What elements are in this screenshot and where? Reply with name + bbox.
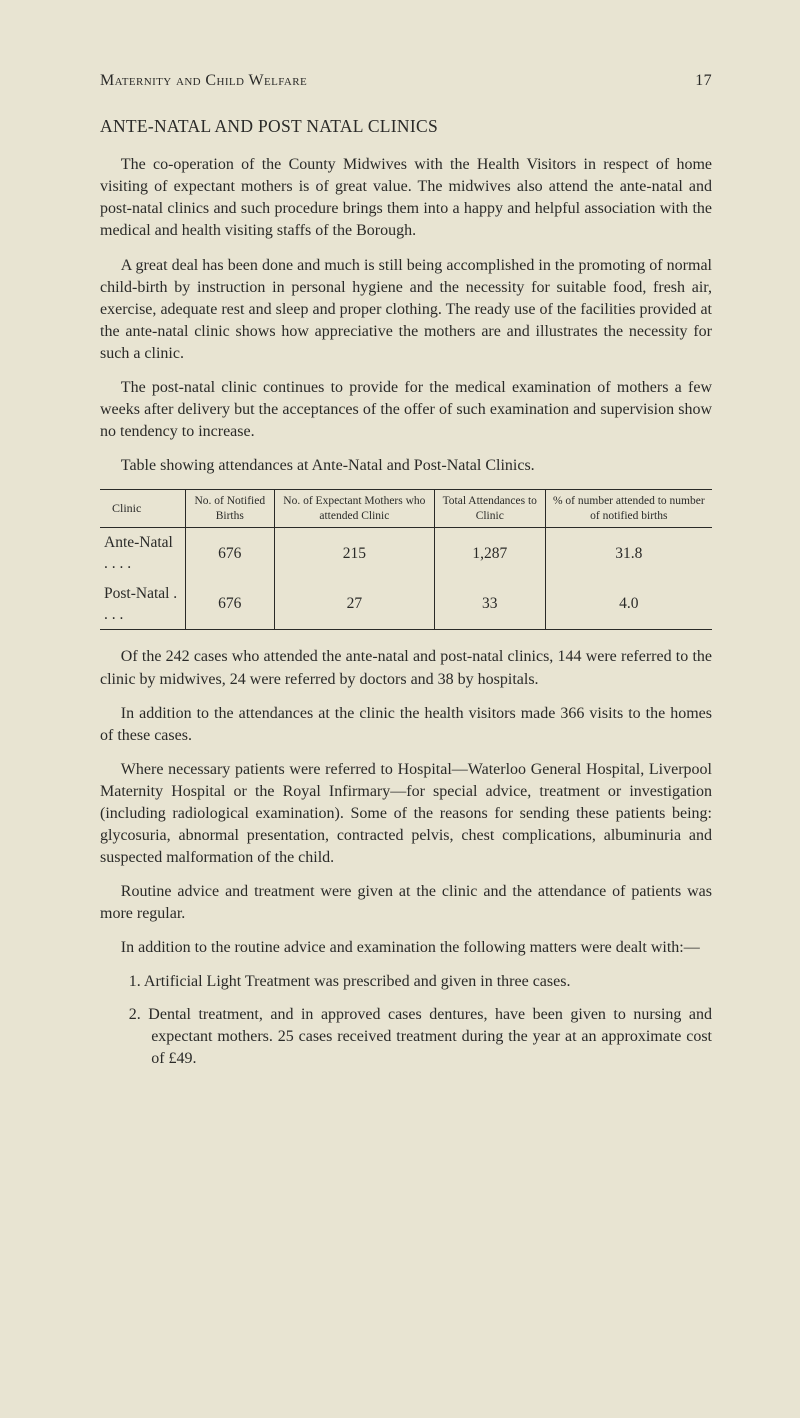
cell-value: 4.0: [545, 579, 712, 630]
col-total-attendances: Total Attendances to Clinic: [434, 490, 545, 528]
paragraph: The post-natal clinic continues to provi…: [100, 377, 712, 443]
cell-value: 215: [274, 527, 434, 578]
paragraph: Table showing attendances at Ante-Natal …: [100, 455, 712, 477]
cell-value: 33: [434, 579, 545, 630]
cell-value: 676: [185, 527, 274, 578]
list-item: 1. Artificial Light Treatment was prescr…: [100, 971, 712, 993]
col-pct-attended: % of number attended to number of notifi…: [545, 490, 712, 528]
page: Maternity and Child Welfare 17 ANTE-NATA…: [0, 0, 800, 1140]
col-notified-births: No. of Notified Births: [185, 490, 274, 528]
cell-value: 27: [274, 579, 434, 630]
page-number: 17: [695, 70, 712, 92]
numbered-list: 1. Artificial Light Treatment was prescr…: [100, 971, 712, 1069]
paragraph: In addition to the attendances at the cl…: [100, 703, 712, 747]
section-title: ANTE-NATAL AND POST NATAL CLINICS: [100, 114, 712, 138]
cell-value: 676: [185, 579, 274, 630]
table-row: Ante-Natal . . . . 676 215 1,287 31.8: [100, 527, 712, 578]
paragraph: In addition to the routine advice and ex…: [100, 937, 712, 959]
list-item: 2. Dental treatment, and in approved cas…: [100, 1004, 712, 1070]
running-header: Maternity and Child Welfare 17: [100, 70, 712, 92]
col-expectant-mothers: No. of Expectant Mothers who attended Cl…: [274, 490, 434, 528]
paragraph: Where necessary patients were referred t…: [100, 759, 712, 869]
header-title: Maternity and Child Welfare: [100, 70, 307, 92]
cell-label: Ante-Natal . . . .: [100, 527, 185, 578]
paragraph: The co-operation of the County Midwives …: [100, 154, 712, 242]
paragraph: Of the 242 cases who attended the ante-n…: [100, 646, 712, 690]
paragraph: A great deal has been done and much is s…: [100, 255, 712, 365]
cell-value: 1,287: [434, 527, 545, 578]
cell-label: Post-Natal . . . .: [100, 579, 185, 630]
col-clinic: Clinic: [100, 490, 185, 528]
table-row: Post-Natal . . . . 676 27 33 4.0: [100, 579, 712, 630]
paragraph: Routine advice and treatment were given …: [100, 881, 712, 925]
attendance-table: Clinic No. of Notified Births No. of Exp…: [100, 489, 712, 630]
table-header-row: Clinic No. of Notified Births No. of Exp…: [100, 490, 712, 528]
cell-value: 31.8: [545, 527, 712, 578]
